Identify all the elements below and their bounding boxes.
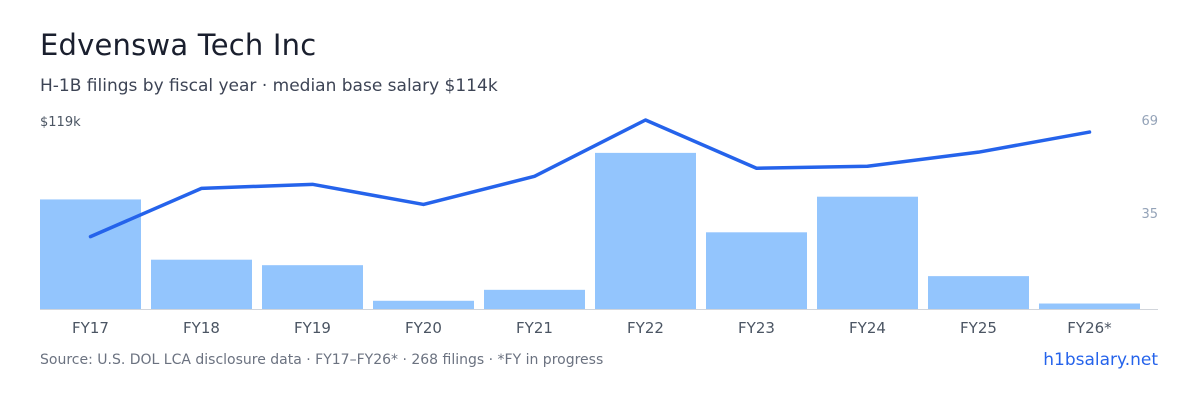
bar-fy19 bbox=[262, 265, 363, 309]
salary-line bbox=[88, 118, 1092, 239]
x-tick-label: FY23 bbox=[738, 319, 775, 337]
left-axis-tick-label: $119k bbox=[40, 115, 81, 130]
bar-fy18 bbox=[151, 259, 252, 309]
bar-fy23 bbox=[706, 232, 807, 309]
right-axis-tick-label: 35 bbox=[1141, 207, 1158, 222]
bar-fy26 bbox=[1039, 303, 1140, 309]
x-tick-label: FY17 bbox=[72, 319, 109, 337]
x-tick-label: FY18 bbox=[183, 319, 220, 337]
x-tick-label: FY21 bbox=[516, 319, 553, 337]
bar-fy25 bbox=[928, 276, 1029, 309]
site-link[interactable]: h1bsalary.net bbox=[1043, 350, 1158, 370]
source-note: Source: U.S. DOL LCA disclosure data · F… bbox=[40, 352, 604, 368]
x-tick-label: FY20 bbox=[405, 319, 442, 337]
x-tick-label: FY22 bbox=[627, 319, 664, 337]
chart-title: Edvenswa Tech Inc bbox=[40, 28, 317, 62]
bar-fy17 bbox=[40, 199, 141, 309]
chart-subtitle: H-1B filings by fiscal year · median bas… bbox=[40, 76, 498, 96]
x-tick-label: FY25 bbox=[960, 319, 997, 337]
x-tick-label: FY19 bbox=[294, 319, 331, 337]
bar-fy24 bbox=[817, 196, 918, 309]
x-tick-label: FY26* bbox=[1067, 319, 1112, 337]
bar-fy20 bbox=[373, 300, 474, 309]
bar-fy21 bbox=[484, 289, 585, 309]
x-tick-label: FY24 bbox=[849, 319, 886, 337]
right-axis-tick-label: 69 bbox=[1141, 114, 1158, 129]
bar-fy22 bbox=[595, 152, 696, 309]
